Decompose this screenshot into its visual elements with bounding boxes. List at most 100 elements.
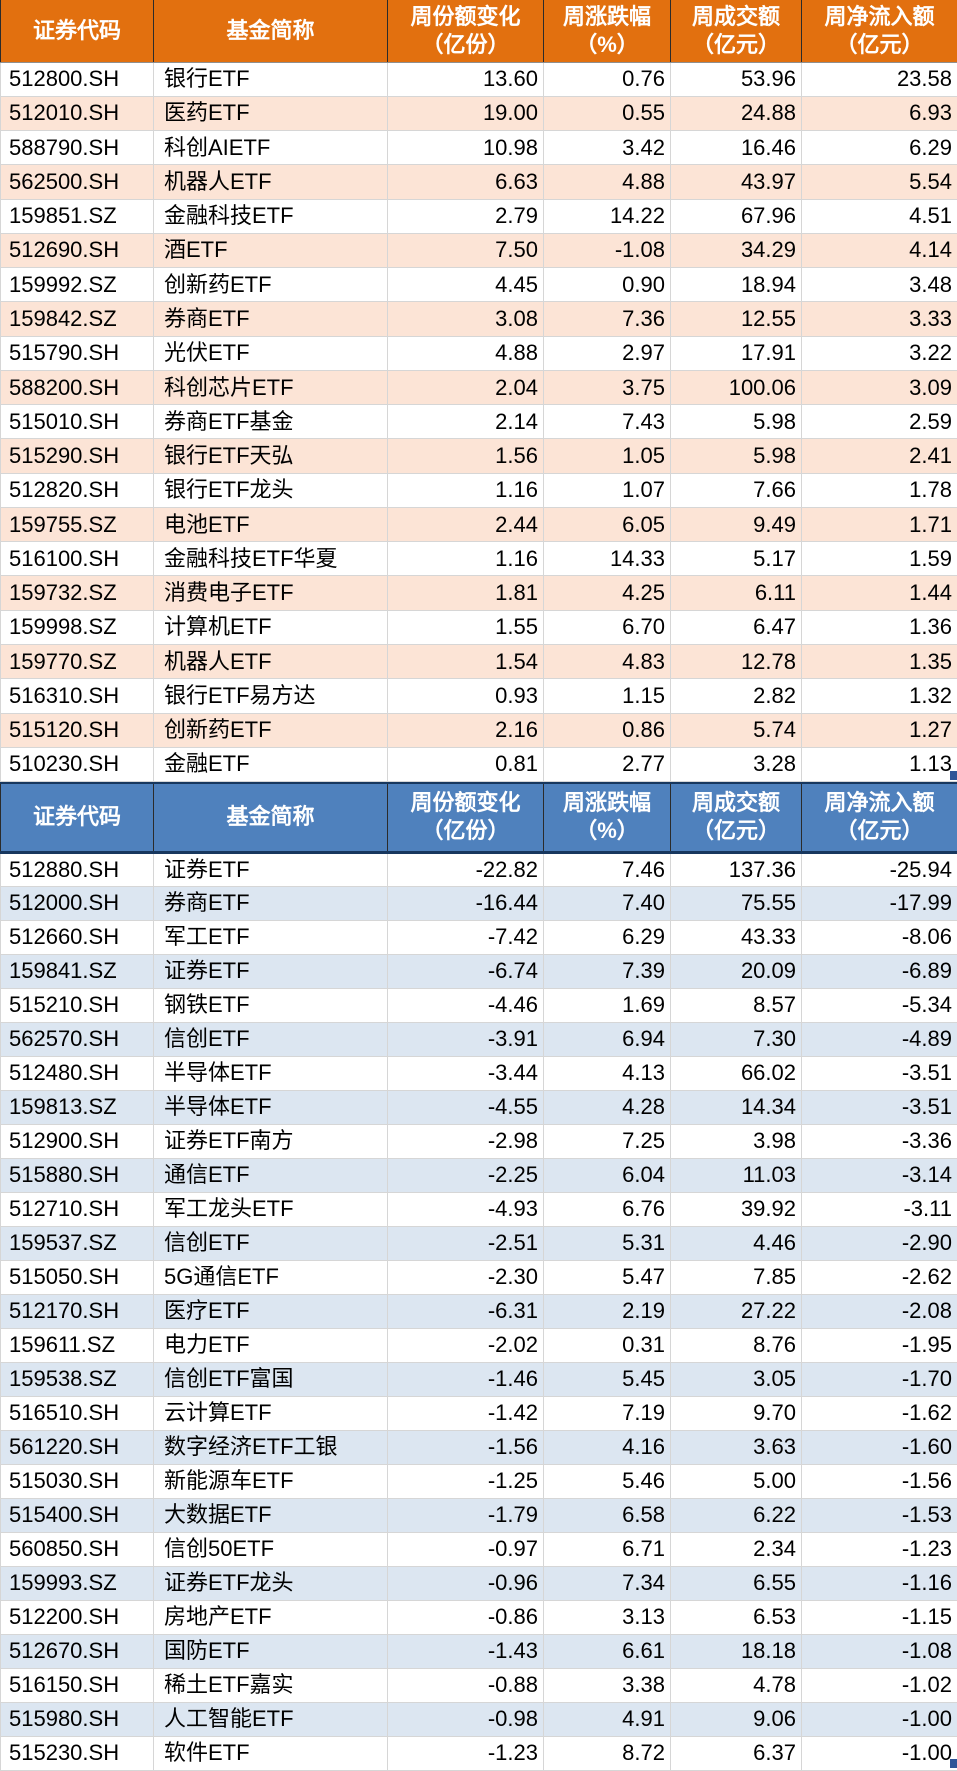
- net-inflow-cell: -17.99: [802, 886, 957, 920]
- share-change-cell: -3.44: [388, 1056, 544, 1090]
- pct-change-cell: 6.05: [544, 507, 671, 541]
- col-header-security-code: 证券代码: [1, 0, 154, 62]
- share-change-cell: -1.79: [388, 1498, 544, 1532]
- turnover-cell: 9.70: [671, 1396, 802, 1430]
- fund-name-cell: 券商ETF: [154, 886, 388, 920]
- security-code-cell: 512010.SH: [1, 96, 154, 130]
- col-header-label: 基金简称: [154, 803, 387, 831]
- net-inflow-cell: -1.02: [802, 1668, 957, 1702]
- security-code-cell: 512880.SH: [1, 852, 154, 886]
- selection-handle-icon: [950, 1759, 957, 1768]
- net-inflow-cell: 1.35: [802, 645, 957, 679]
- share-change-cell: 1.56: [388, 439, 544, 473]
- security-code-cell: 562570.SH: [1, 1022, 154, 1056]
- fund-name-cell: 机器人ETF: [154, 165, 388, 199]
- col-header-label: 周份额变化: [388, 3, 543, 31]
- col-header-unit: （亿元）: [802, 31, 957, 59]
- security-code-cell: 512660.SH: [1, 920, 154, 954]
- turnover-cell: 24.88: [671, 96, 802, 130]
- share-change-cell: -1.56: [388, 1430, 544, 1464]
- share-change-cell: -0.98: [388, 1702, 544, 1736]
- pct-change-cell: 6.70: [544, 610, 671, 644]
- share-change-cell: 6.63: [388, 165, 544, 199]
- security-code-cell: 159993.SZ: [1, 1566, 154, 1600]
- turnover-cell: 5.98: [671, 405, 802, 439]
- net-inflow-cell: -25.94: [802, 852, 957, 886]
- share-change-cell: -1.25: [388, 1464, 544, 1498]
- security-code-cell: 515050.SH: [1, 1260, 154, 1294]
- pct-change-cell: 5.46: [544, 1464, 671, 1498]
- net-inflow-cell: -1.56: [802, 1464, 957, 1498]
- pct-change-cell: 7.36: [544, 302, 671, 336]
- pct-change-cell: 4.25: [544, 576, 671, 610]
- turnover-cell: 6.47: [671, 610, 802, 644]
- fund-name-cell: 计算机ETF: [154, 610, 388, 644]
- security-code-cell: 512000.SH: [1, 886, 154, 920]
- pct-change-cell: 4.91: [544, 1702, 671, 1736]
- net-inflow-cell: 1.32: [802, 679, 957, 713]
- turnover-cell: 18.94: [671, 268, 802, 302]
- col-header-net-inflow: 周净流入额 （亿元）: [802, 0, 957, 62]
- security-code-cell: 159538.SZ: [1, 1362, 154, 1396]
- pct-change-cell: 2.19: [544, 1294, 671, 1328]
- turnover-cell: 7.66: [671, 473, 802, 507]
- security-code-cell: 516100.SH: [1, 542, 154, 576]
- col-header-label: 周涨跌幅: [544, 789, 670, 817]
- col-header-unit: （%）: [544, 817, 670, 845]
- share-change-cell: 7.50: [388, 233, 544, 267]
- turnover-cell: 12.78: [671, 645, 802, 679]
- share-change-cell: 1.54: [388, 645, 544, 679]
- fund-name-cell: 信创ETF: [154, 1226, 388, 1260]
- pct-change-cell: 0.90: [544, 268, 671, 302]
- pct-change-cell: 1.69: [544, 988, 671, 1022]
- col-header-label: 基金简称: [154, 17, 387, 45]
- net-inflow-cell: -1.00: [802, 1702, 957, 1736]
- share-change-cell: -4.93: [388, 1192, 544, 1226]
- col-header-turnover: 周成交额 （亿元）: [671, 783, 802, 852]
- security-code-cell: 159842.SZ: [1, 302, 154, 336]
- turnover-cell: 6.11: [671, 576, 802, 610]
- net-inflow-cell: -3.51: [802, 1056, 957, 1090]
- turnover-cell: 66.02: [671, 1056, 802, 1090]
- share-change-cell: -4.55: [388, 1090, 544, 1124]
- security-code-cell: 159732.SZ: [1, 576, 154, 610]
- turnover-cell: 8.76: [671, 1328, 802, 1362]
- turnover-cell: 100.06: [671, 370, 802, 404]
- turnover-cell: 17.91: [671, 336, 802, 370]
- net-inflow-cell: 23.58: [802, 62, 957, 96]
- turnover-cell: 18.18: [671, 1634, 802, 1668]
- pct-change-cell: 4.13: [544, 1056, 671, 1090]
- security-code-cell: 515120.SH: [1, 713, 154, 747]
- col-header-label: 证券代码: [1, 803, 153, 831]
- net-inflow-cell: -1.95: [802, 1328, 957, 1362]
- turnover-cell: 3.05: [671, 1362, 802, 1396]
- net-inflow-cell: 6.93: [802, 96, 957, 130]
- net-inflow-cell: 1.36: [802, 610, 957, 644]
- net-inflow-cell: -3.36: [802, 1124, 957, 1158]
- pct-change-cell: 6.94: [544, 1022, 671, 1056]
- pct-change-cell: 6.58: [544, 1498, 671, 1532]
- net-inflow-cell: 1.13: [802, 747, 957, 781]
- fund-name-cell: 国防ETF: [154, 1634, 388, 1668]
- turnover-cell: 75.55: [671, 886, 802, 920]
- share-change-cell: 2.04: [388, 370, 544, 404]
- col-header-unit: （亿元）: [671, 31, 801, 59]
- share-change-cell: 3.08: [388, 302, 544, 336]
- col-header-fund-name: 基金简称: [154, 0, 388, 62]
- security-code-cell: 515790.SH: [1, 336, 154, 370]
- net-inflow-cell: 6.29: [802, 131, 957, 165]
- security-code-cell: 515880.SH: [1, 1158, 154, 1192]
- security-code-cell: 560850.SH: [1, 1532, 154, 1566]
